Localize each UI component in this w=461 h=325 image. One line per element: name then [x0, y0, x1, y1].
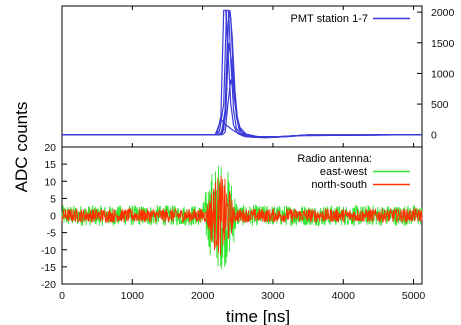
pmt-trace-5 — [62, 118, 423, 138]
top-y-tick-label: 500 — [431, 99, 449, 111]
bottom-y-tick-label: -20 — [41, 279, 56, 291]
x-tick-label: 4000 — [332, 290, 356, 302]
x-tick-label: 2000 — [191, 290, 215, 302]
x-tick-label: 1000 — [121, 290, 145, 302]
bottom-legend-label-east-west: east-west — [320, 166, 367, 178]
bottom-legend-title: Radio antenna: — [297, 153, 372, 165]
top-y-tick-label: 1000 — [431, 68, 455, 80]
bottom-legend-label-north-south: north-south — [311, 179, 367, 191]
pmt-trace-6 — [62, 42, 423, 138]
pmt-trace-1 — [62, 9, 422, 139]
radio-trace-north-south — [61, 175, 423, 256]
top-y-tick-label: 1500 — [431, 38, 455, 50]
bottom-y-tick-label: -15 — [41, 262, 56, 274]
x-axis-label: time [ns] — [226, 307, 290, 325]
bottom-y-tick-label: -5 — [47, 228, 56, 240]
pmt-trace-2 — [62, 9, 423, 139]
pmt-trace-3 — [62, 10, 423, 139]
bottom-panel: -20 -15 -10 -5 0 5 10 15 20 0 1000 2000 3000 4000 5000 — [41, 142, 426, 302]
bottom-y-tick-label: 20 — [44, 142, 56, 154]
x-tick-label: 3000 — [261, 290, 285, 302]
bottom-y-tick-label: 5 — [50, 193, 56, 205]
bottom-y-tick-label: 15 — [44, 159, 56, 171]
top-legend: PMT station 1-7 — [291, 13, 410, 25]
pmt-trace-4 — [62, 10, 423, 138]
bottom-y-tick-label: 10 — [44, 176, 56, 188]
bottom-y-tick-label: -10 — [41, 245, 56, 257]
x-tick-label: 5000 — [402, 290, 426, 302]
pmt-trace-7 — [62, 79, 423, 138]
top-panel: 0 500 1000 1500 2000 — [61, 5, 455, 148]
x-tick-label: 0 — [59, 290, 65, 302]
top-y-tick-label: 2000 — [431, 7, 455, 19]
top-legend-label: PMT station 1-7 — [291, 13, 368, 25]
top-plot-frame — [61, 5, 423, 148]
y-axis-label: ADC counts — [12, 102, 31, 193]
bottom-legend: Radio antenna: east-west north-south — [297, 153, 410, 191]
bottom-y-tick-label: 0 — [50, 211, 56, 223]
top-y-tick-label: 0 — [431, 130, 437, 142]
